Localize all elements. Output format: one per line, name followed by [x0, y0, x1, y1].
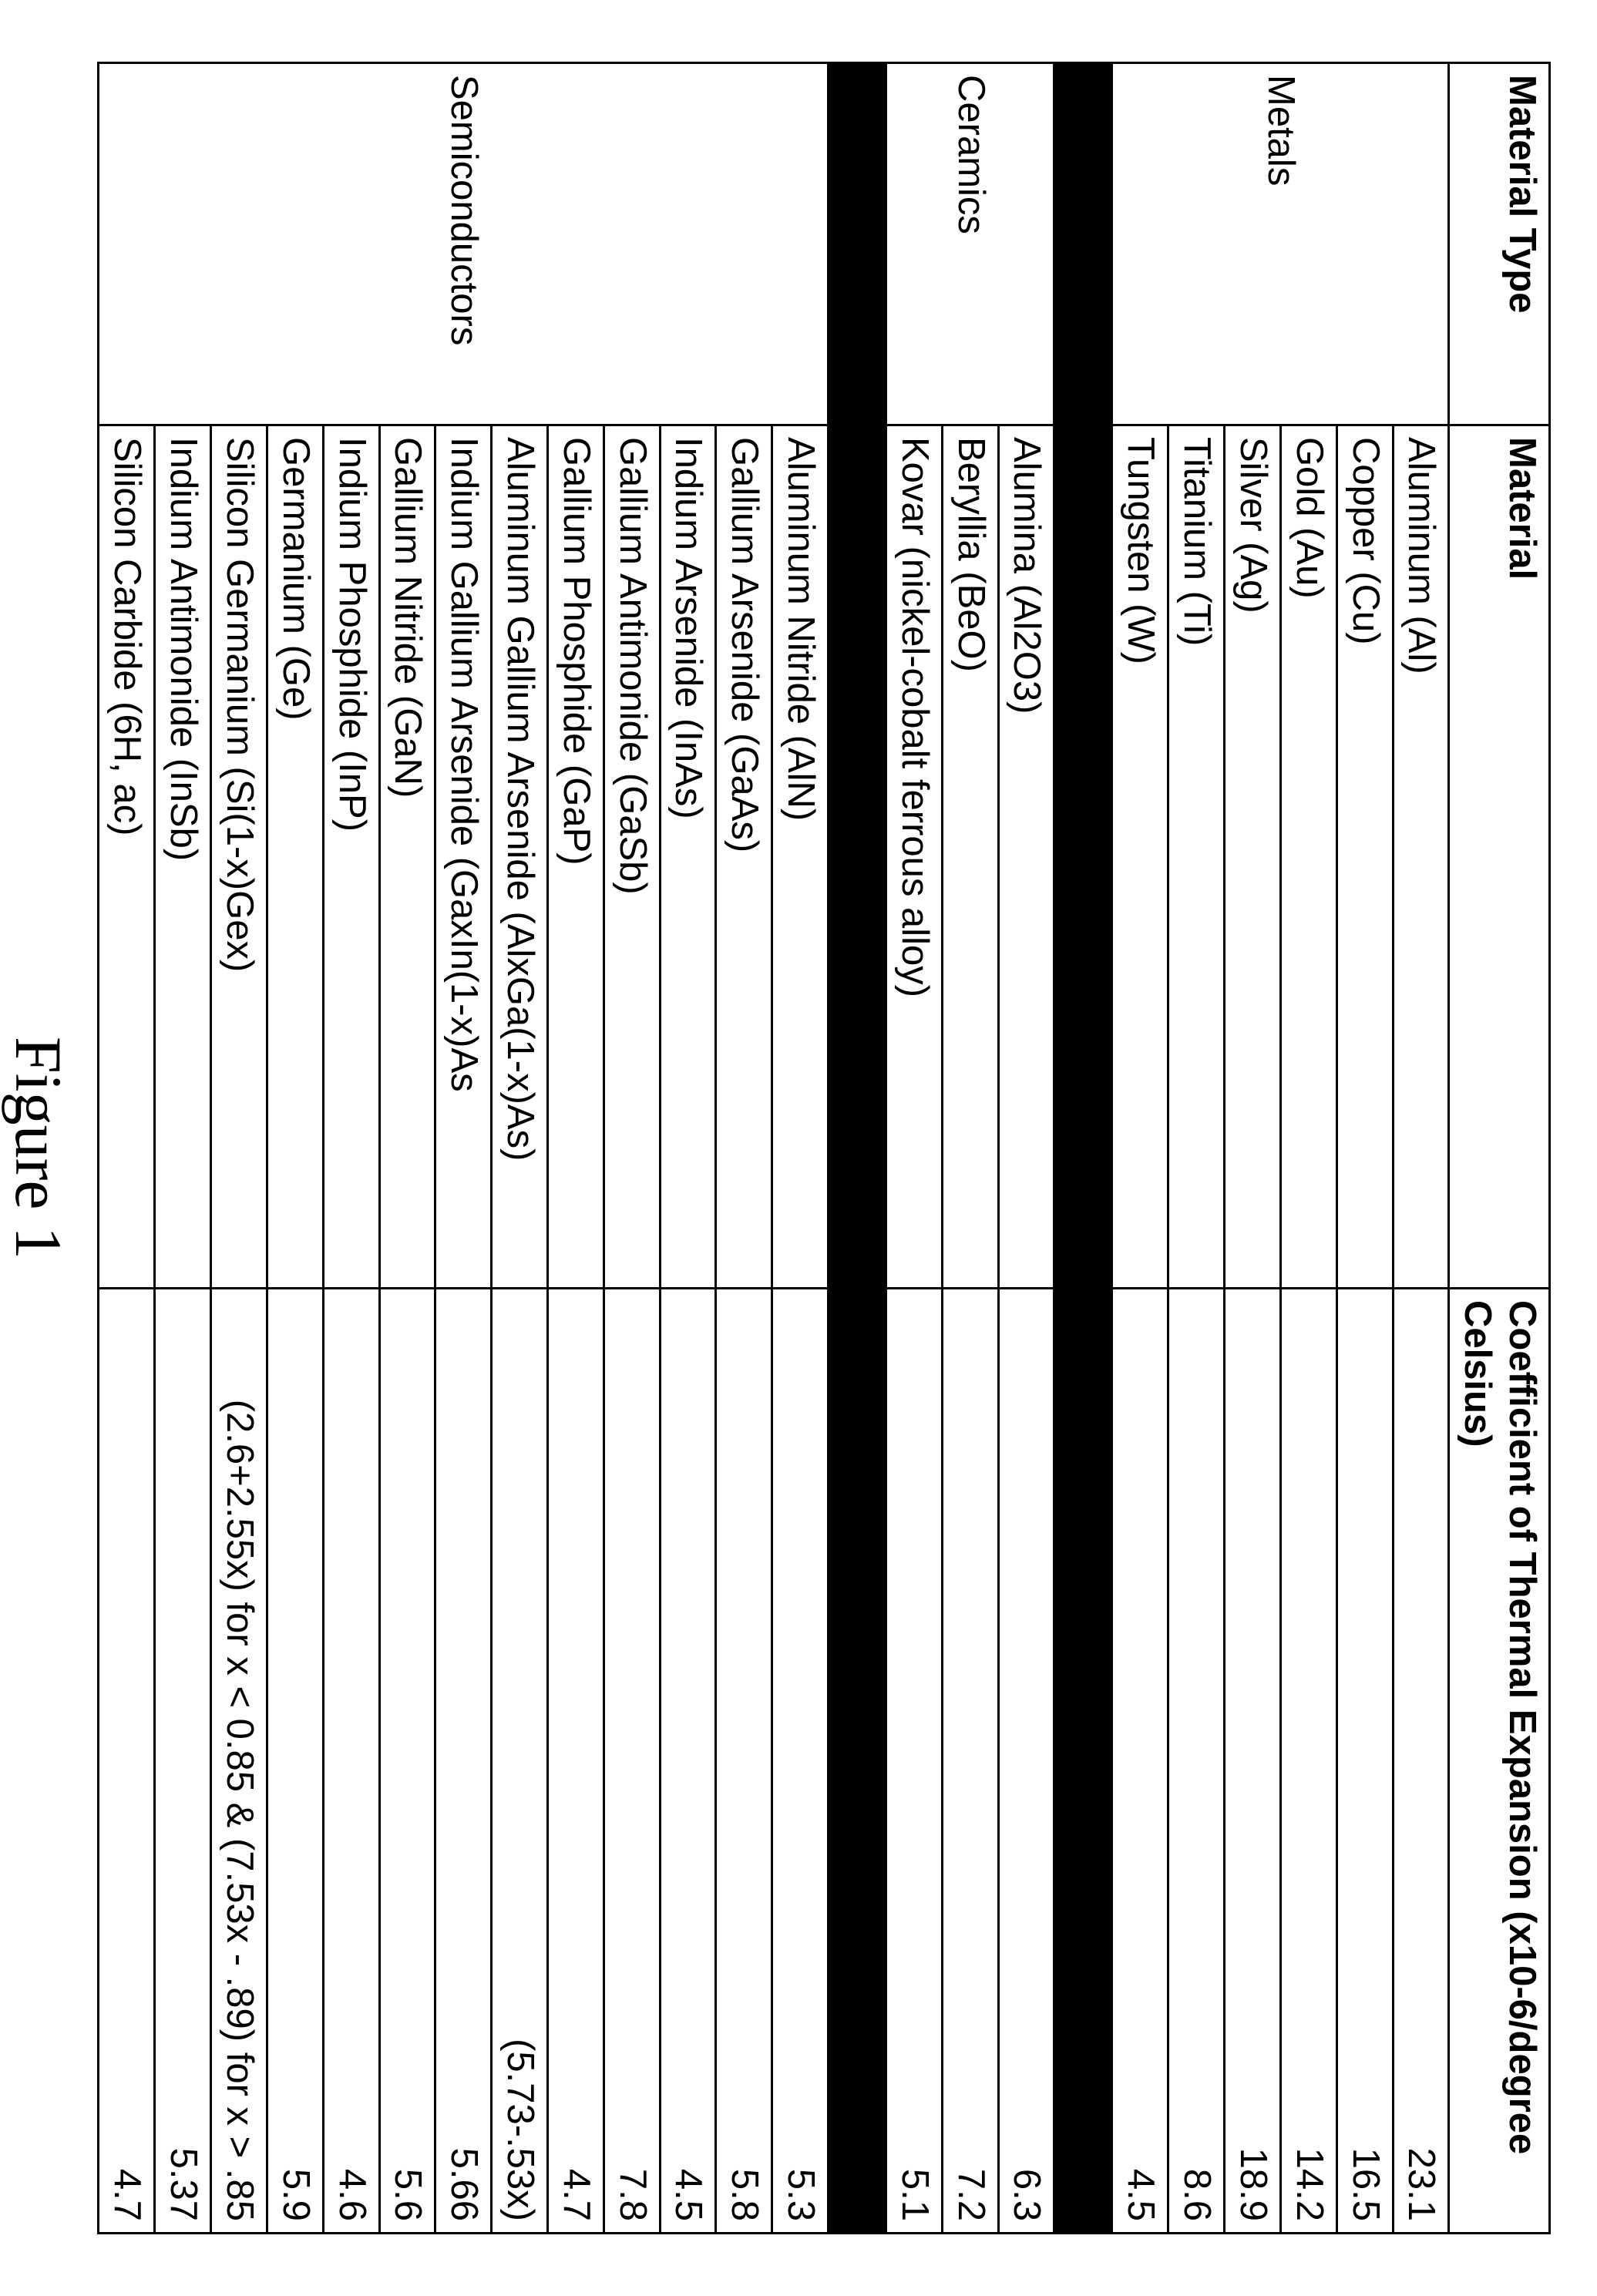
cte-cell: 4.5 [1112, 1289, 1168, 2234]
type-cell-ceramics: Ceramics [886, 63, 1054, 425]
type-cell-metals: Metals [1112, 63, 1449, 425]
material-cell: Copper (Cu) [1336, 425, 1393, 1289]
cte-cell: 5.66 [435, 1289, 492, 2234]
material-cell: Tungsten (W) [1112, 425, 1168, 1289]
cte-cell: 4.5 [660, 1289, 716, 2234]
material-cell: Gold (Au) [1280, 425, 1336, 1289]
cte-cell: 7.8 [603, 1289, 660, 2234]
material-cell: Germanium (Ge) [267, 425, 323, 1289]
material-cell: Aluminum Gallium Arsenide (AlxGa(1-x)As) [492, 425, 548, 1289]
material-cell: Gallium Arsenide (GaAs) [716, 425, 772, 1289]
cte-cell: 4.7 [548, 1289, 604, 2234]
figure-caption: Figure 1 [1, 62, 78, 2234]
material-cell: Indium Arsenide (InAs) [660, 425, 716, 1289]
cte-cell: 16.5 [1336, 1289, 1393, 2234]
cte-cell: 6.3 [998, 1289, 1054, 2234]
cte-cell: 23.1 [1393, 1289, 1449, 2234]
material-cell: Titanium (Ti) [1168, 425, 1225, 1289]
separator-row [1054, 63, 1112, 2234]
cte-cell: 5.9 [267, 1289, 323, 2234]
cte-cell: 5.3 [772, 1289, 829, 2234]
material-cell: Indium Phosphide (InP) [323, 425, 379, 1289]
separator-row [829, 63, 886, 2234]
cte-cell: 5.6 [379, 1289, 435, 2234]
cte-cell: 8.6 [1168, 1289, 1225, 2234]
table-row: Ceramics Alumina (Al2O3) 6.3 [998, 63, 1054, 2234]
cte-cell: 7.2 [942, 1289, 998, 2234]
material-cell: Gallium Nitride (GaN) [379, 425, 435, 1289]
cte-cell: 5.1 [886, 1289, 943, 2234]
header-cte: Coefficient of Thermal Expansion (x10-6/… [1449, 1289, 1550, 2234]
cte-cell: 4.7 [99, 1289, 155, 2234]
type-cell-semiconductors: Semiconductors [99, 63, 829, 425]
table-row: Metals Aluminum (Al) 23.1 [1393, 63, 1449, 2234]
cte-cell: 14.2 [1280, 1289, 1336, 2234]
header-material-type: Material Type [1449, 63, 1550, 425]
material-cell: Indium Antimonide (InSb) [155, 425, 211, 1289]
material-cell: Silicon Germanium (Si(1-x)Gex) [211, 425, 267, 1289]
cte-cell: 4.6 [323, 1289, 379, 2234]
header-material: Material [1449, 425, 1550, 1289]
material-cell: Silicon Carbide (6H, ac) [99, 425, 155, 1289]
material-cell: Alumina (Al2O3) [998, 425, 1054, 1289]
material-cell: Aluminum (Al) [1393, 425, 1449, 1289]
material-cell: Indium Gallium Arsenide (GaxIn(1-x)As [435, 425, 492, 1289]
table-header-row: Material Type Material Coefficient of Th… [1449, 63, 1550, 2234]
cte-cell: 5.37 [155, 1289, 211, 2234]
cte-cell: (2.6+2.55x) for x < 0.85 & (7.53x - .89)… [211, 1289, 267, 2234]
material-cell: Aluminum Nitride (AlN) [772, 425, 829, 1289]
thermal-expansion-table: Material Type Material Coefficient of Th… [98, 62, 1552, 2234]
material-cell: Silver (Ag) [1225, 425, 1281, 1289]
table-row: Semiconductors Aluminum Nitride (AlN) 5.… [772, 63, 829, 2234]
material-cell: Gallium Phosphide (GaP) [548, 425, 604, 1289]
cte-cell: 5.8 [716, 1289, 772, 2234]
material-cell: Beryllia (BeO) [942, 425, 998, 1289]
material-cell: Kovar (nickel-cobalt ferrous alloy) [886, 425, 943, 1289]
cte-cell: (5.73-.53x) [492, 1289, 548, 2234]
material-cell: Gallium Antimonide (GaSb) [603, 425, 660, 1289]
cte-cell: 18.9 [1225, 1289, 1281, 2234]
